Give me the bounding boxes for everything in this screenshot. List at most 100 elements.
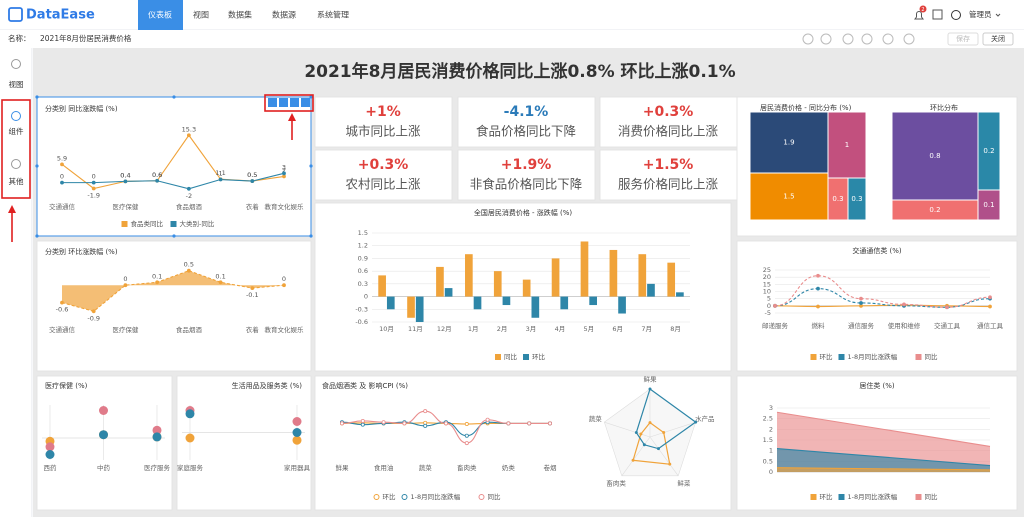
radar-label: 畜肉类 (606, 479, 626, 488)
panel (314, 96, 453, 148)
data-label: 2 (282, 166, 286, 174)
help-icon[interactable] (951, 10, 961, 20)
data-label: -0.1 (246, 291, 259, 299)
kpi-label: 食品价格同比下降 (476, 124, 577, 139)
other-icon[interactable] (11, 159, 21, 169)
tool-icon[interactable] (861, 33, 873, 45)
tool-settings[interactable] (301, 98, 310, 107)
dot (99, 406, 108, 415)
view-icon[interactable] (11, 59, 21, 69)
legend-swatch (170, 221, 177, 227)
legend-swatch (478, 494, 485, 500)
kpi-value: +1% (365, 104, 401, 120)
bar (647, 283, 655, 297)
component-icon[interactable] (11, 111, 21, 121)
point (988, 304, 992, 309)
point (123, 179, 128, 184)
sidebar-item[interactable]: 组件 (9, 126, 24, 136)
tool-icon[interactable] (820, 33, 832, 45)
line (61, 270, 285, 312)
legend-swatch (915, 354, 922, 360)
data-label: 0.5 (184, 261, 194, 269)
x-tick-label: 12月 (437, 325, 452, 333)
data-label: -2 (186, 192, 192, 200)
annotation-box (1, 99, 31, 199)
legend-label: 1-8月同比涨跌幅 (411, 492, 461, 501)
treemap-label: 1.9 (783, 139, 794, 147)
annotation-arrowhead (288, 113, 296, 121)
chart-title: 食品烟酒类 及 影响CPI (%) (322, 381, 408, 390)
bar (415, 296, 424, 322)
line (776, 411, 991, 447)
bar (580, 241, 589, 297)
tool-icon[interactable] (802, 33, 814, 45)
radar-point (668, 462, 672, 466)
chart-title: 分类别 环比涨跌幅 (%) (45, 247, 118, 256)
legend-label: 食品类同比 (131, 219, 164, 228)
x-tick-label: 医疗保健 (112, 202, 139, 211)
tab[interactable]: 数据集 (228, 10, 252, 20)
legend-swatch (373, 494, 380, 500)
tab[interactable]: 系统管理 (317, 10, 349, 20)
tool-layer[interactable] (279, 98, 288, 107)
badge (919, 5, 927, 13)
data-label: 0 (282, 275, 286, 283)
treemap-label: 0.8 (929, 152, 940, 160)
tool-expand[interactable] (268, 98, 277, 107)
point (402, 421, 407, 426)
bar (473, 296, 482, 310)
y-tick-label: 2.5 (763, 415, 773, 423)
y-tick-label: 0 (364, 293, 368, 301)
sidebar-item[interactable]: 视图 (9, 79, 24, 89)
legend-label: 同比 (488, 492, 502, 501)
x-tick-label: 6月 (612, 325, 623, 333)
treemap-label: 1.5 (783, 193, 794, 201)
treemap-cell (749, 172, 829, 221)
bell-icon[interactable] (914, 11, 924, 20)
tab[interactable]: 视图 (193, 10, 209, 20)
radar-axis (604, 421, 651, 438)
x-tick-label: 家庭服务 (177, 463, 204, 472)
radar-point (642, 443, 646, 447)
kpi-label: 非食品价格同比下降 (470, 177, 583, 192)
close-button[interactable] (982, 32, 1014, 46)
radar-label: 水产品 (695, 414, 715, 423)
tab[interactable]: 数据源 (272, 10, 296, 20)
chart-title: 生活用品及服务类 (%) (232, 381, 303, 390)
save-label[interactable]: 保存 (956, 34, 970, 43)
sidebar-item[interactable]: 其他 (9, 176, 24, 186)
radar-series (635, 388, 697, 450)
point (91, 180, 96, 185)
x-tick-label: 燃料 (812, 321, 826, 330)
point (282, 174, 286, 179)
treemap-cell (847, 177, 867, 221)
sidebar (0, 48, 32, 517)
tool-icon[interactable] (903, 33, 915, 45)
active-tab[interactable] (138, 0, 183, 30)
x-tick-label: 10月 (379, 325, 394, 333)
save-button[interactable] (947, 32, 979, 46)
y-tick-label: 2 (769, 425, 773, 433)
x-tick-label: 衣着 (246, 325, 260, 334)
tool-icon[interactable] (882, 33, 894, 45)
x-tick-label: 教育文化娱乐 (265, 202, 305, 211)
legend-swatch (838, 354, 845, 360)
point (485, 417, 490, 422)
dot (152, 432, 162, 442)
user-name[interactable]: 管理员 (969, 9, 992, 19)
point (282, 171, 286, 176)
kpi-value: +1.5% (643, 157, 694, 173)
x-tick-label: 交通通信 (49, 202, 76, 211)
tool-icon[interactable] (842, 33, 854, 45)
close-label[interactable]: 关闭 (991, 34, 1005, 43)
tab[interactable]: 仪表板 (148, 10, 172, 20)
dot (185, 433, 195, 443)
point (988, 295, 992, 300)
point (186, 186, 191, 191)
point (423, 409, 428, 414)
point (60, 162, 64, 167)
x-tick-label: 食品烟酒 (176, 202, 203, 211)
lang-icon[interactable] (932, 9, 943, 20)
tool-edit[interactable] (290, 98, 299, 107)
point (282, 283, 286, 288)
